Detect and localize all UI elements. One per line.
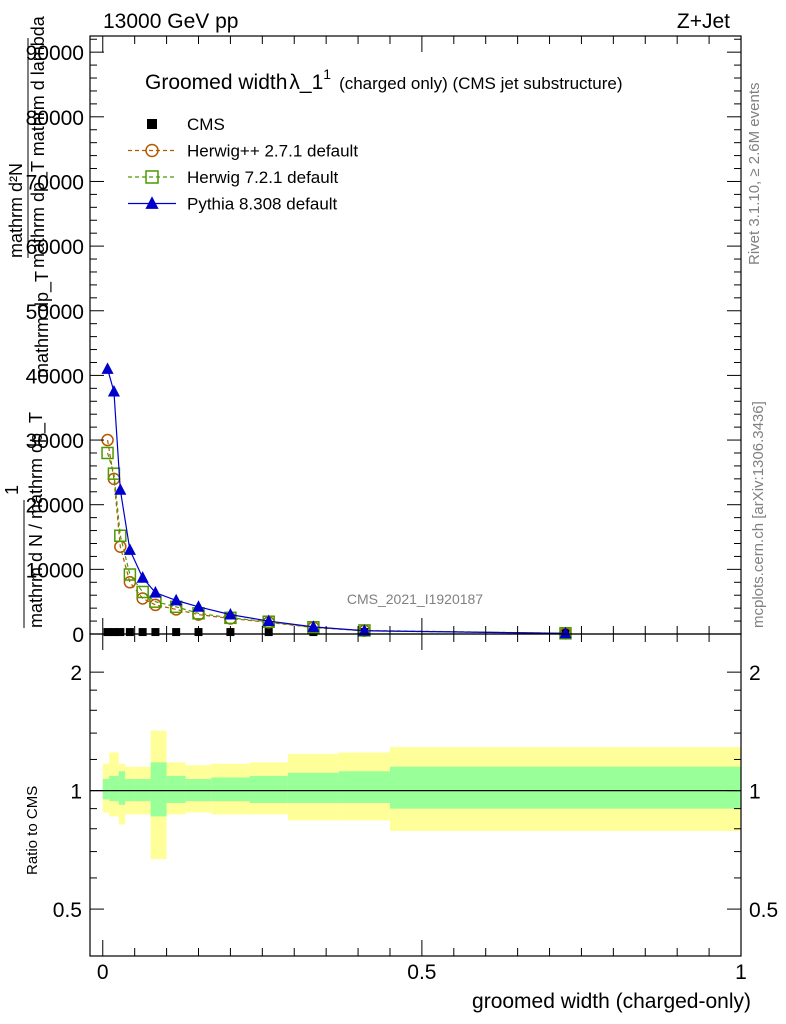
ylabel-numerator: mathrm d²N: [6, 163, 26, 258]
process-label: Z+Jet: [677, 10, 730, 33]
data-point-herwig-7-2-1-default: [101, 446, 114, 460]
legend-marker: [145, 143, 159, 158]
legend-marker: [145, 196, 159, 209]
data-point-pythia-8-308-default: [262, 614, 275, 627]
rivet-version-label: Rivet 3.1.10, ≥ 2.6M events: [746, 83, 763, 266]
ratio-y-axis: 0.5 0.5 1 1 2 2: [53, 662, 778, 922]
main-y-tick-label: 30000: [26, 430, 84, 453]
ratio-y-tick-label-right: 0.5: [749, 899, 778, 922]
data-point-pythia-8-308-default: [192, 600, 205, 612]
data-point-pythia-8-308-default: [123, 543, 136, 555]
data-point-cms: [151, 628, 160, 637]
main-y-tick-label: 40000: [26, 365, 84, 388]
plot-title-suffix: (charged only) (CMS jet substructure): [339, 74, 622, 93]
ratio-y-tick-label-right: 1: [749, 781, 761, 804]
main-y-tick-label: 90000: [26, 42, 84, 65]
data-point-cms: [172, 628, 181, 637]
ratio-inner-band: [249, 775, 288, 804]
legend-marker: [147, 119, 157, 129]
data-point-cms: [138, 628, 147, 637]
main-y-tick-label: 80000: [26, 107, 84, 130]
main-y-axis: 0 10000 20000 30000 40000 50000 60000 70000 8000…: [26, 38, 741, 647]
ylabel-one: 1: [2, 485, 22, 495]
ratio-inner-band: [389, 766, 741, 809]
data-point-pythia-8-308-default: [307, 620, 320, 632]
x-tick-label: 1: [735, 961, 747, 984]
plot-title: Groomed widthλ_11 (charged only) (CMS jet…: [145, 66, 623, 94]
series-line-pythia-8-308-default: [106, 368, 566, 634]
data-point-pythia-8-308-default: [170, 593, 183, 606]
ratio-y-label: Ratio to CMS: [24, 786, 41, 875]
ratio-inner-band: [150, 762, 167, 817]
main-y-tick-label: 20000: [26, 495, 84, 518]
legend-label: Herwig++ 2.7.1 default: [187, 142, 358, 161]
main-y-tick-label: 60000: [26, 236, 84, 259]
collision-label: 13000 GeV pp: [103, 10, 238, 33]
data-point-pythia-8-308-default: [224, 608, 237, 620]
ratio-inner-band: [118, 771, 126, 805]
main-y-tick-label: 0: [72, 624, 84, 647]
ylabel-dn-dpt: mathrm d N / mathrm dp_T: [26, 412, 47, 628]
x-tick-label: 0: [97, 961, 109, 984]
data-point-cms: [109, 628, 118, 637]
data-point-pythia-8-308-default: [101, 362, 114, 374]
ratio-inner-band: [287, 772, 339, 804]
legend: CMS Herwig++ 2.7.1 default Herwig 7.2.1 de…: [128, 115, 358, 214]
data-point-cms: [116, 628, 125, 637]
ratio-y-tick-label: 1: [70, 781, 82, 804]
ratio-inner-band: [211, 777, 250, 802]
data-point-herwig-7-2-1-default: [114, 529, 127, 542]
legend-label: CMS: [187, 115, 225, 134]
main-panel: 0 10000 20000 30000 40000 50000 60000 70000 8000…: [2, 15, 742, 647]
x-tick-label: 0.5: [407, 961, 436, 984]
legend-marker: [145, 170, 159, 184]
x-axis: 0 0.5 1: [97, 36, 747, 984]
data-point-herwig-2-7-1-default: [123, 576, 137, 589]
main-y-tick-label: 70000: [26, 171, 84, 194]
legend-label: Pythia 8.308 default: [187, 195, 338, 214]
legend-label: Herwig 7.2.1 default: [187, 168, 338, 187]
plot-title-sup: 1: [323, 66, 331, 82]
ratio-y-tick-label-right: 2: [749, 662, 761, 685]
data-point-herwig-7-2-1-default: [136, 585, 149, 599]
ratio-inner-band: [166, 775, 186, 804]
ylabel-dpt: mathrm dp_T: [32, 271, 53, 378]
ratio-inner-band: [338, 771, 390, 804]
ratio-panel: 0.5 0.51 12 2 0 0.5 1 Ratio to CMS groomed wi…: [24, 36, 778, 1013]
x-axis-label: groomed width (charged-only): [472, 990, 751, 1013]
ylabel-denominator: mathrm dp_T mathrm d lambda: [28, 15, 49, 268]
data-point-pythia-8-308-default: [107, 384, 120, 397]
plot-title-main: Groomed width: [145, 71, 287, 94]
plot-title-symbol: λ_1: [289, 71, 323, 94]
data-point-herwig-2-7-1-default: [136, 592, 149, 605]
series-line-herwig-7-2-1-default: [106, 452, 566, 634]
main-series-layer: [101, 362, 572, 640]
data-point-pythia-8-308-default: [136, 571, 149, 583]
mcplots-label: mcplots.cern.ch [arXiv:1306.3436]: [750, 401, 767, 628]
data-point-pythia-8-308-default: [358, 624, 371, 636]
main-y-tick-label: 10000: [26, 559, 84, 582]
data-point-pythia-8-308-default: [114, 483, 127, 495]
main-y-label: mathrm d²N mathrm dp_T mathrm d lambda m…: [2, 15, 53, 628]
data-point-cms: [125, 628, 134, 637]
main-y-tick-label: 50000: [26, 301, 84, 324]
data-point-herwig-7-2-1-default: [123, 568, 137, 581]
ratio-y-tick-label: 2: [70, 662, 82, 685]
data-point-cms: [264, 628, 273, 637]
ratio-frame: [89, 633, 742, 957]
ratio-y-tick-label: 0.5: [53, 899, 82, 922]
data-point-pythia-8-308-default: [149, 586, 162, 598]
ratio-inner-band: [109, 775, 119, 802]
ratio-inner-band: [102, 779, 110, 800]
analysis-watermark: CMS_2021_I1920187: [347, 591, 483, 607]
data-point-cms: [103, 628, 112, 637]
ratio-band-layer: [102, 730, 741, 860]
data-point-pythia-8-308-default: [559, 626, 572, 639]
